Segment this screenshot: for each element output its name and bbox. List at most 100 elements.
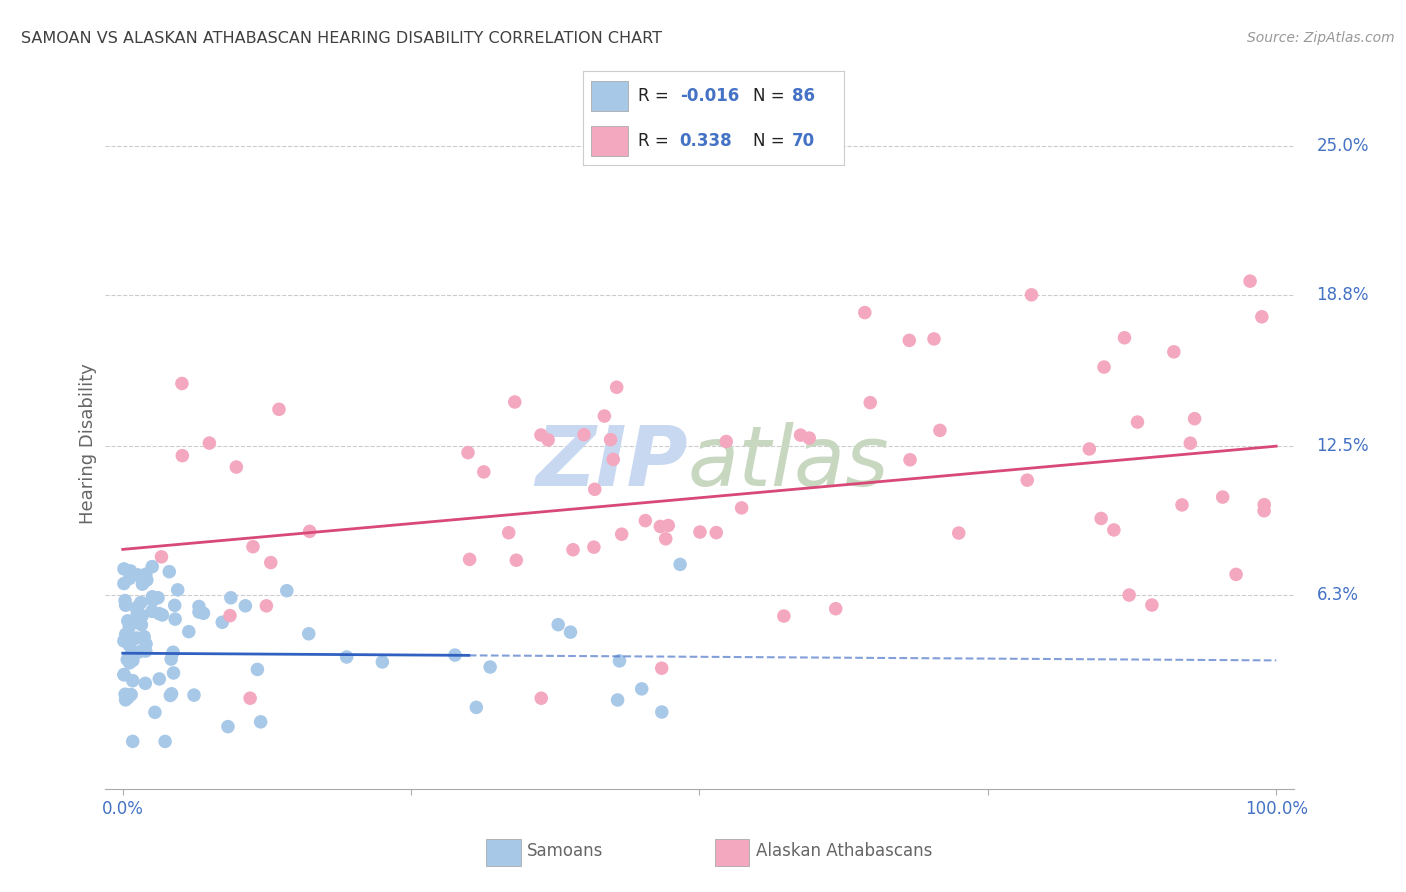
Point xyxy=(117,614,139,628)
Point xyxy=(458,552,481,566)
Point xyxy=(239,691,262,706)
Point xyxy=(131,608,153,623)
Point xyxy=(135,567,157,582)
Point xyxy=(122,632,145,646)
Point xyxy=(148,672,170,686)
Point xyxy=(1253,498,1275,512)
Point xyxy=(134,630,156,644)
Point xyxy=(547,617,569,632)
Point xyxy=(112,576,135,591)
Point xyxy=(134,676,156,690)
Point xyxy=(125,601,148,615)
Point xyxy=(530,691,553,706)
Point xyxy=(120,564,142,578)
Point xyxy=(898,452,921,467)
Point xyxy=(730,500,752,515)
Point xyxy=(235,599,257,613)
Point xyxy=(298,626,321,640)
Point xyxy=(160,687,183,701)
Text: 0.338: 0.338 xyxy=(679,132,733,150)
Point xyxy=(582,540,605,554)
Point xyxy=(114,599,136,613)
Point xyxy=(651,661,673,675)
Point xyxy=(249,714,271,729)
Point xyxy=(704,525,727,540)
Point xyxy=(634,514,657,528)
Point xyxy=(219,591,242,605)
Point xyxy=(1102,523,1125,537)
Point xyxy=(170,376,193,391)
Point xyxy=(602,452,624,467)
Point xyxy=(150,607,173,622)
Point xyxy=(183,688,205,702)
Point xyxy=(128,645,150,659)
Point xyxy=(789,428,811,442)
Point xyxy=(114,593,136,607)
Text: -0.016: -0.016 xyxy=(679,87,740,104)
Point xyxy=(657,518,679,533)
Point xyxy=(135,573,157,587)
Point xyxy=(1253,504,1275,518)
Point xyxy=(188,599,211,614)
Point xyxy=(148,607,170,621)
Text: 25.0%: 25.0% xyxy=(1316,137,1369,155)
Point xyxy=(242,540,264,554)
Point xyxy=(127,567,149,582)
Point xyxy=(773,609,796,624)
Point xyxy=(1114,331,1136,345)
Point xyxy=(1092,359,1115,374)
Point xyxy=(859,395,882,409)
Point xyxy=(599,433,621,447)
Point xyxy=(131,617,153,632)
Point xyxy=(121,673,143,688)
Point xyxy=(134,571,156,585)
Point xyxy=(537,433,560,447)
Point xyxy=(115,652,138,666)
Point xyxy=(1017,473,1039,487)
Point xyxy=(219,608,242,623)
Text: 18.8%: 18.8% xyxy=(1316,286,1369,304)
Point xyxy=(118,571,141,585)
Point xyxy=(121,734,143,748)
Point xyxy=(799,431,821,445)
Point xyxy=(610,527,633,541)
Text: ZIP: ZIP xyxy=(536,423,688,503)
Point xyxy=(1239,274,1261,288)
Point xyxy=(298,524,321,539)
Point xyxy=(898,334,921,348)
Point xyxy=(131,577,153,591)
Point xyxy=(217,720,239,734)
Text: 86: 86 xyxy=(792,87,814,104)
Point xyxy=(143,706,166,720)
Point xyxy=(142,593,165,607)
Point xyxy=(1171,498,1194,512)
Point xyxy=(112,562,135,576)
Point xyxy=(118,649,141,664)
Point xyxy=(225,460,247,475)
Point xyxy=(127,599,149,614)
Point xyxy=(498,525,520,540)
Point xyxy=(114,687,136,701)
Point xyxy=(165,612,187,626)
Point xyxy=(562,542,585,557)
Point xyxy=(135,644,157,658)
Text: R =: R = xyxy=(638,87,673,104)
Point xyxy=(125,631,148,645)
Point xyxy=(153,734,176,748)
Point xyxy=(444,648,467,662)
Point xyxy=(505,553,527,567)
Point xyxy=(1118,588,1140,602)
Point xyxy=(157,565,180,579)
Point xyxy=(121,615,143,630)
Point xyxy=(118,620,141,634)
Text: Source: ZipAtlas.com: Source: ZipAtlas.com xyxy=(1247,31,1395,45)
Text: R =: R = xyxy=(638,132,679,150)
Point xyxy=(120,688,142,702)
Point xyxy=(1184,411,1206,425)
Point xyxy=(246,662,269,676)
Point xyxy=(609,654,631,668)
Point xyxy=(371,655,394,669)
Point xyxy=(1126,415,1149,429)
Point xyxy=(606,693,628,707)
Point xyxy=(276,583,298,598)
